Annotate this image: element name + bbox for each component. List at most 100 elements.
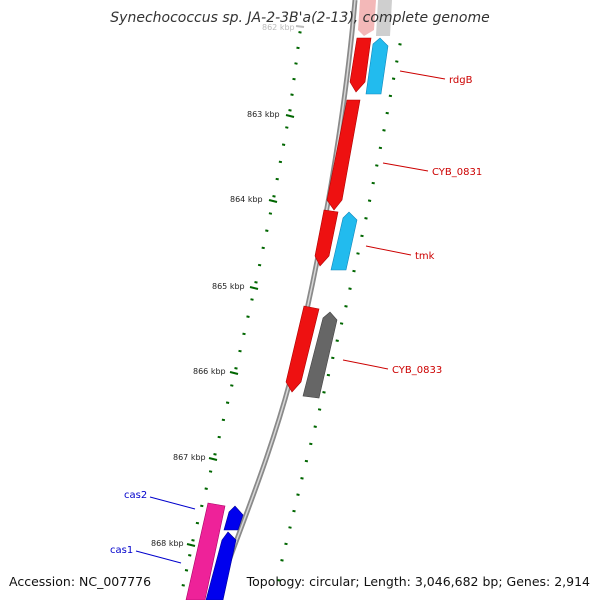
minor-tick xyxy=(296,46,300,50)
gene-label-cyb0831: CYB_0831 xyxy=(432,167,482,178)
minor-tick xyxy=(272,195,276,198)
minor-tick xyxy=(385,111,389,115)
minor-tick xyxy=(348,287,352,290)
minor-tick xyxy=(331,356,335,360)
tick-mark xyxy=(268,199,278,203)
minor-tick xyxy=(292,77,296,81)
tick-label: 863 kbp xyxy=(247,110,280,119)
gene-label-cas2: cas2 xyxy=(124,490,147,501)
cds-arrow xyxy=(205,531,237,600)
gene-labels: rdgB CYB_0831 tmk CYB_0833 cas2 cas1 xyxy=(110,75,482,556)
minor-tick xyxy=(191,539,195,542)
cds-arrow xyxy=(358,0,376,36)
gene-label-rdgB: rdgB xyxy=(449,75,473,86)
minor-tick xyxy=(225,401,230,404)
minor-tick xyxy=(213,453,217,456)
tick-mark xyxy=(295,25,305,28)
scale-ticks: 862 kbp 863 kbp 864 kbp 865 kbp 866 kbp … xyxy=(151,23,305,548)
minor-tick xyxy=(344,305,348,308)
tick-label: 866 kbp xyxy=(193,367,226,376)
minor-tick xyxy=(268,212,273,215)
scale-ring-inner xyxy=(181,31,302,587)
minor-tick xyxy=(300,477,304,480)
minor-tick xyxy=(281,143,286,146)
minor-tick xyxy=(367,199,372,202)
minor-tick xyxy=(317,408,322,411)
minor-tick xyxy=(188,554,192,557)
minor-tick xyxy=(181,584,185,587)
minor-tick xyxy=(254,281,258,284)
minor-tick xyxy=(195,521,200,525)
tick-mark xyxy=(285,114,295,118)
gene-features xyxy=(185,0,392,600)
genome-summary-text: Topology: circular; Length: 3,046,682 bp… xyxy=(246,574,590,589)
cds-arrow xyxy=(185,502,226,600)
minor-tick xyxy=(184,569,189,572)
minor-tick xyxy=(382,129,386,132)
tick-label: 867 kbp xyxy=(173,453,206,462)
minor-tick xyxy=(298,31,302,34)
minor-tick xyxy=(288,526,292,529)
minor-tick xyxy=(257,263,262,267)
cds-arrow xyxy=(285,305,320,393)
minor-tick xyxy=(292,509,296,513)
minor-tick xyxy=(208,470,213,473)
minor-tick xyxy=(371,181,375,185)
minor-tick xyxy=(246,315,250,318)
minor-tick xyxy=(398,43,402,46)
minor-tick xyxy=(388,94,393,98)
minor-tick xyxy=(200,504,204,508)
minor-tick xyxy=(339,322,344,325)
minor-tick xyxy=(265,229,269,232)
scale-ring-outer xyxy=(277,43,402,582)
gene-label-tmk: tmk xyxy=(415,251,435,262)
minor-tick xyxy=(230,384,234,387)
minor-tick xyxy=(290,93,294,96)
minor-tick xyxy=(261,246,265,250)
minor-tick xyxy=(364,217,368,220)
tick-label: 868 kbp xyxy=(151,539,184,548)
cds-arrow xyxy=(314,209,339,267)
minor-tick xyxy=(288,109,292,112)
minor-tick xyxy=(234,367,238,370)
minor-tick xyxy=(352,269,356,273)
cds-arrow xyxy=(376,0,392,36)
minor-tick xyxy=(285,126,289,129)
tick-mark xyxy=(249,286,259,290)
minor-tick xyxy=(277,579,281,582)
minor-tick xyxy=(242,332,246,336)
minor-tick xyxy=(275,177,279,181)
minor-tick xyxy=(238,349,242,353)
tick-mark xyxy=(208,457,218,461)
gene-label-cyb0833: CYB_0833 xyxy=(392,365,442,376)
tick-mark xyxy=(229,371,239,375)
cds-arrow xyxy=(330,211,358,271)
cds-arrow xyxy=(223,505,244,531)
minor-tick xyxy=(395,60,399,63)
minor-tick xyxy=(284,542,288,546)
minor-tick xyxy=(378,146,383,150)
minor-tick xyxy=(304,459,309,463)
minor-tick xyxy=(375,164,379,167)
minor-tick xyxy=(313,425,317,428)
minor-tick xyxy=(280,559,284,562)
cds-arrow xyxy=(302,311,338,399)
gene-label-cas1: cas1 xyxy=(110,545,133,556)
minor-tick xyxy=(309,442,313,446)
cds-arrow xyxy=(365,37,389,95)
accession-text: Accession: NC_007776 xyxy=(9,574,152,589)
cds-arrow xyxy=(349,37,372,93)
minor-tick xyxy=(356,252,360,255)
gene-leader-lines xyxy=(135,70,446,564)
minor-tick xyxy=(360,234,364,238)
minor-tick xyxy=(296,493,300,496)
minor-tick xyxy=(322,391,326,394)
minor-tick xyxy=(335,339,339,342)
tick-label: 865 kbp xyxy=(212,282,245,291)
minor-tick xyxy=(204,487,208,490)
tick-label: 862 kbp xyxy=(262,23,295,32)
minor-tick xyxy=(391,77,396,80)
tick-mark xyxy=(186,543,196,547)
minor-tick xyxy=(217,435,221,439)
